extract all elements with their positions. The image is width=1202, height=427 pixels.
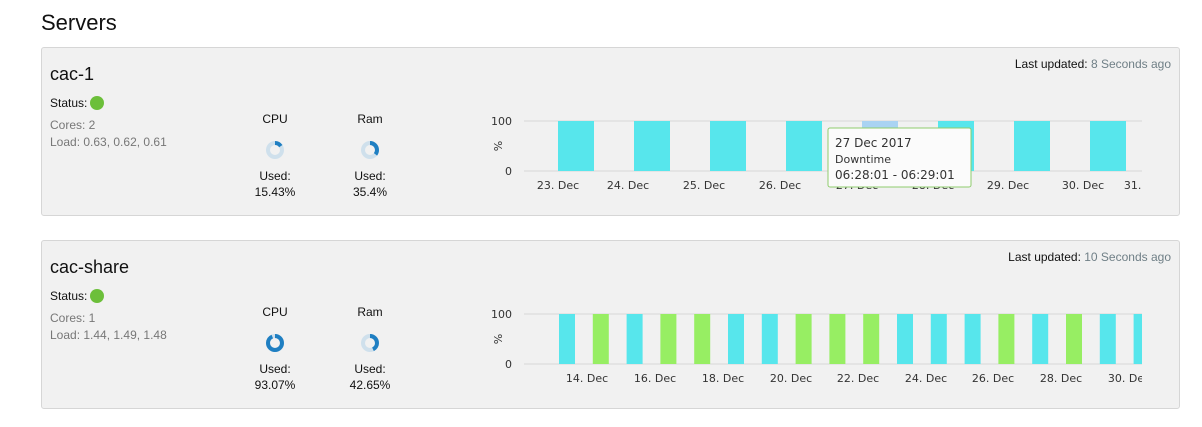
status-ok-icon (90, 96, 105, 110)
server-panel: cac-share Last updated: 10 Seconds ago S… (41, 240, 1180, 409)
ram-title: Ram (357, 305, 383, 319)
ram-used-value: 35.4% (352, 185, 388, 199)
last-updated: Last updated: 10 Seconds ago (1008, 250, 1171, 264)
donut-fill (266, 141, 284, 159)
bar (728, 314, 744, 364)
y-axis-label: % (492, 334, 505, 344)
x-tick-label: 29. Dec (987, 179, 1029, 192)
cpu-used-label: Used: (259, 169, 291, 183)
status-row: Status: (50, 289, 105, 303)
x-tick-label: 18. Dec (702, 372, 744, 385)
x-tick-label: 24. Dec (607, 179, 649, 192)
bar (998, 314, 1015, 364)
bar (1066, 314, 1082, 364)
ram-used-value: 42.65% (349, 378, 391, 392)
cpu-metric: CPU Used: 93.07% (240, 305, 310, 393)
ram-metric: Ram Used: 42.65% (335, 305, 405, 393)
last-updated: Last updated: 8 Seconds ago (1015, 57, 1171, 71)
cpu-used-value: 93.07% (254, 378, 296, 392)
cpu-metric: CPU Used: 15.43% (240, 112, 310, 200)
bar (634, 121, 670, 171)
x-tick-label: 26. Dec (972, 372, 1014, 385)
bar (964, 314, 981, 364)
cores-info: Cores: 2 (50, 118, 96, 132)
x-tick-label: 23. Dec (537, 179, 579, 192)
x-tick-label: 26. Dec (759, 179, 801, 192)
bar (1032, 314, 1049, 364)
bar (558, 121, 594, 171)
bar (559, 314, 575, 364)
y-tick-label: 0 (505, 165, 512, 178)
ram-donut-icon (361, 141, 379, 159)
chart-tooltip: 27 Dec 2017 Downtime 06:28:01 - 06:29:01 (827, 127, 972, 188)
ram-used-label: Used: (354, 169, 386, 183)
y-axis-label: % (492, 141, 505, 151)
cpu-donut-icon (266, 141, 284, 159)
status-label: Status: (50, 289, 88, 303)
donut-fill (266, 334, 284, 352)
y-tick-label: 0 (505, 358, 512, 371)
cores-info: Cores: 1 (50, 311, 96, 325)
server-panel: cac-1 Last updated: 8 Seconds ago Status… (41, 47, 1180, 216)
x-tick-label: 14. Dec (566, 372, 608, 385)
bar (710, 121, 746, 171)
ram-donut-icon (361, 334, 379, 352)
x-tick-label: 28. Dec (1040, 372, 1082, 385)
tooltip-box (827, 127, 972, 188)
server-name: cac-share (50, 257, 130, 277)
x-tick-label: 16. Dec (634, 372, 676, 385)
last-updated-label: Last updated: (1008, 250, 1081, 264)
x-tick-label: 22. Dec (837, 372, 879, 385)
cpu-donut-icon (266, 334, 284, 352)
x-tick-label: 31. Dec (1124, 179, 1142, 192)
bar (592, 314, 609, 364)
x-tick-label: 24. Dec (905, 372, 947, 385)
load-info: Load: 0.63, 0.62, 0.61 (50, 135, 167, 149)
load-info: Load: 1.44, 1.49, 1.48 (50, 328, 167, 342)
tooltip-title: 27 Dec 2017 (835, 136, 912, 150)
donut-fill (361, 141, 379, 159)
bar (660, 314, 677, 364)
tooltip-subtitle: Downtime (835, 153, 891, 166)
bar (930, 314, 947, 364)
last-updated-value: 8 Seconds ago (1090, 57, 1171, 71)
bar (1133, 314, 1142, 364)
tooltip-range: 06:28:01 - 06:29:01 (835, 168, 955, 182)
cpu-title: CPU (262, 112, 288, 126)
last-updated-label: Last updated: (1014, 57, 1088, 71)
donut-fill (361, 334, 379, 352)
bar (761, 314, 778, 364)
server-name: cac-1 (50, 64, 95, 84)
bar (1014, 121, 1050, 171)
bar (694, 314, 711, 364)
x-tick-label: 25. Dec (683, 179, 725, 192)
page-title: Servers (41, 10, 117, 35)
uptime-chart: % 100 0 14. Dec 16. Dec 18. Dec 20. Dec 22. Dec… (491, 308, 1142, 385)
status-row: Status: (50, 96, 105, 110)
status-label: Status: (50, 96, 88, 110)
x-tick-label: 30. Dec (1062, 179, 1104, 192)
bar (786, 121, 822, 171)
bar (863, 314, 880, 364)
ram-metric: Ram Used: 35.4% (335, 112, 405, 200)
bar (1099, 314, 1116, 364)
ram-used-label: Used: (354, 362, 386, 376)
bar (897, 314, 913, 364)
last-updated-value: 10 Seconds ago (1084, 250, 1171, 264)
ram-title: Ram (357, 112, 383, 126)
x-tick-label: 20. Dec (770, 372, 812, 385)
status-ok-icon (90, 289, 105, 303)
bar (1090, 121, 1126, 171)
cpu-title: CPU (262, 305, 288, 319)
bar (626, 314, 643, 364)
x-tick-label: 30. Dec (1108, 372, 1142, 385)
bar (795, 314, 812, 364)
y-tick-label: 100 (491, 115, 512, 128)
cpu-used-label: Used: (259, 362, 291, 376)
y-tick-label: 100 (491, 308, 512, 321)
cpu-used-value: 15.43% (254, 185, 296, 199)
bar (829, 314, 846, 364)
